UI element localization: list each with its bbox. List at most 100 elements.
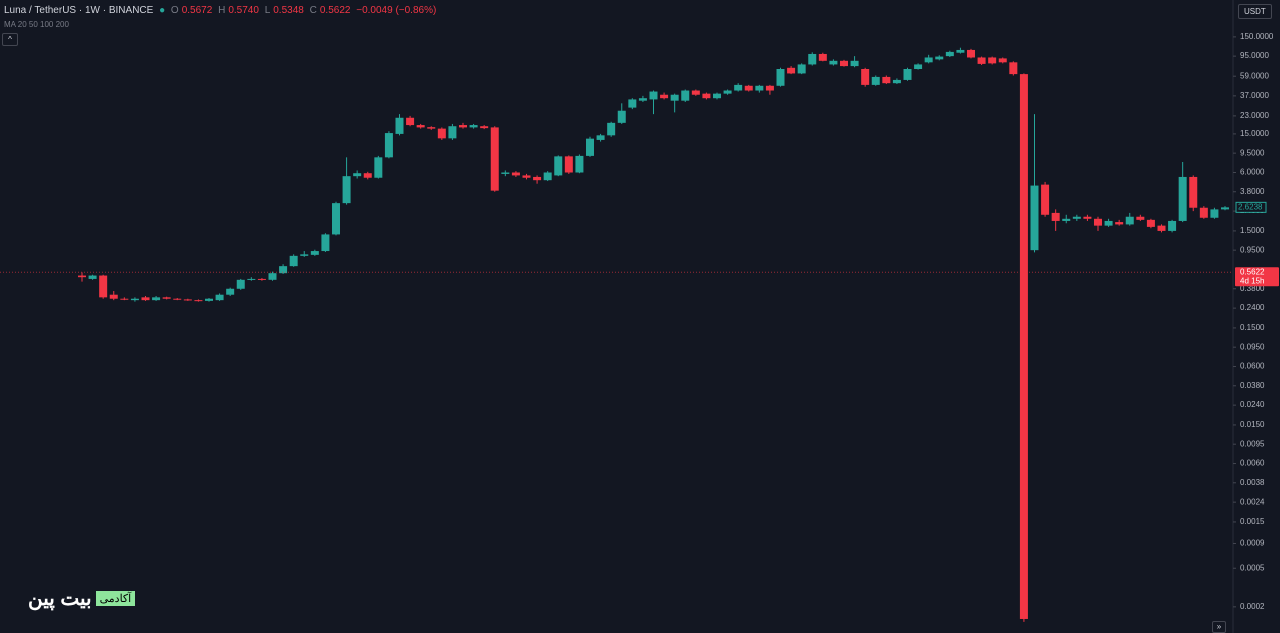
- candle-body: [945, 51, 954, 57]
- candle-body: [374, 157, 383, 178]
- y-tick-label: 0.0600: [1240, 362, 1265, 371]
- candle-body: [353, 173, 362, 177]
- candle-body: [321, 234, 330, 252]
- legend-value: 0.5622: [319, 5, 351, 16]
- candle-body: [691, 90, 700, 95]
- candle-body: [818, 53, 827, 61]
- candle-body: [1030, 185, 1039, 251]
- y-tick-label: 95.0000: [1240, 51, 1269, 60]
- candle-body: [448, 126, 457, 139]
- candle-body: [617, 110, 626, 123]
- candle-body: [162, 297, 171, 299]
- candle-body: [723, 90, 732, 94]
- candle-body: [1072, 216, 1081, 219]
- candle-body: [490, 127, 499, 191]
- candle-body: [406, 117, 415, 126]
- symbol-title[interactable]: Luna / TetherUS · 1W · BINANCE: [4, 5, 154, 16]
- candle-body: [416, 125, 425, 128]
- indicator-label[interactable]: MA 20 50 100 200: [4, 20, 69, 29]
- candle-body: [183, 299, 192, 301]
- candle-body: [300, 254, 309, 256]
- candle-body: [903, 68, 912, 80]
- candle-body: [840, 60, 848, 67]
- candle-body: [564, 156, 573, 173]
- y-tick-label: 23.0000: [1240, 111, 1269, 120]
- symbol-header: Luna / TetherUS · 1W · BINANCE ● O 0.5672…: [4, 5, 439, 16]
- y-tick-label: 150.0000: [1240, 32, 1274, 41]
- y-tick-label: 0.0002: [1240, 602, 1265, 611]
- candle-body: [480, 126, 489, 129]
- candle-body: [734, 84, 743, 91]
- candle-body: [88, 275, 97, 279]
- legend-value: 0.5740: [228, 5, 259, 16]
- candle-body: [459, 125, 467, 128]
- candle-body: [1051, 212, 1060, 221]
- candle-body: [511, 172, 520, 176]
- candle-body: [607, 122, 616, 136]
- candle-body: [109, 294, 118, 299]
- candle-body: [1041, 184, 1050, 215]
- y-tick-label: 9.5000: [1240, 148, 1265, 157]
- candle-body: [850, 60, 859, 67]
- candle-body: [998, 58, 1007, 63]
- collapse-button[interactable]: ^: [2, 33, 18, 46]
- candle-body: [1094, 218, 1102, 226]
- candle-body: [1221, 207, 1229, 210]
- candle-body: [628, 99, 637, 108]
- candle-body: [194, 300, 203, 302]
- y-tick-label: 59.0000: [1240, 71, 1269, 80]
- candle-body: [1146, 219, 1155, 227]
- scroll-button[interactable]: »: [1212, 621, 1226, 633]
- candle-body: [744, 85, 753, 91]
- candle-body: [1062, 218, 1071, 221]
- candle-body: [279, 266, 288, 274]
- candle-body: [702, 93, 711, 99]
- status-dot: ●: [159, 5, 166, 16]
- candle-body: [205, 298, 213, 301]
- price-label: 0.5622: [1240, 267, 1265, 276]
- candle-body: [670, 94, 679, 101]
- legend-key: L: [264, 5, 271, 16]
- candle-body: [713, 93, 721, 99]
- candle-body: [596, 135, 605, 140]
- candle-body: [988, 57, 997, 64]
- watermark-brand: بیت پین: [28, 588, 92, 610]
- y-tick-label: 0.0095: [1240, 439, 1265, 448]
- legend-value: 0.5348: [273, 5, 304, 16]
- y-tick-label: 15.0000: [1240, 129, 1269, 138]
- currency-button[interactable]: USDT: [1238, 4, 1272, 19]
- candle-body: [787, 67, 796, 74]
- candle-body: [141, 297, 150, 301]
- candle-body: [120, 298, 129, 300]
- candle-body: [215, 294, 224, 301]
- watermark: بیت پین آکادمی: [28, 586, 136, 611]
- candle-body: [638, 98, 647, 101]
- y-tick-label: 6.0000: [1240, 168, 1265, 177]
- candle-body: [575, 155, 584, 173]
- legend-key: C: [309, 5, 317, 16]
- candle-body: [554, 156, 563, 176]
- candle-body: [1178, 176, 1187, 221]
- candle-body: [384, 133, 393, 158]
- candle-body: [1136, 216, 1145, 220]
- legend-key: H: [218, 5, 226, 16]
- y-tick-label: 0.0015: [1240, 517, 1265, 526]
- candle-body: [1104, 220, 1113, 226]
- legend-key: O: [170, 5, 179, 16]
- candle-body: [861, 68, 870, 85]
- candle-body: [268, 273, 277, 280]
- candle-body: [660, 94, 669, 99]
- candle-body: [152, 297, 161, 301]
- y-tick-label: 0.0380: [1240, 381, 1265, 390]
- candle-body: [1115, 222, 1124, 225]
- candle-body: [99, 275, 108, 298]
- candle-body: [469, 125, 478, 128]
- candle-body: [1125, 216, 1134, 225]
- last-price-bg: [1235, 201, 1267, 213]
- candle-body: [1189, 176, 1198, 208]
- legend-change: −0.0049 (−0.86%): [356, 5, 437, 16]
- price-label-bg: [1235, 267, 1279, 287]
- candle-body: [935, 56, 944, 60]
